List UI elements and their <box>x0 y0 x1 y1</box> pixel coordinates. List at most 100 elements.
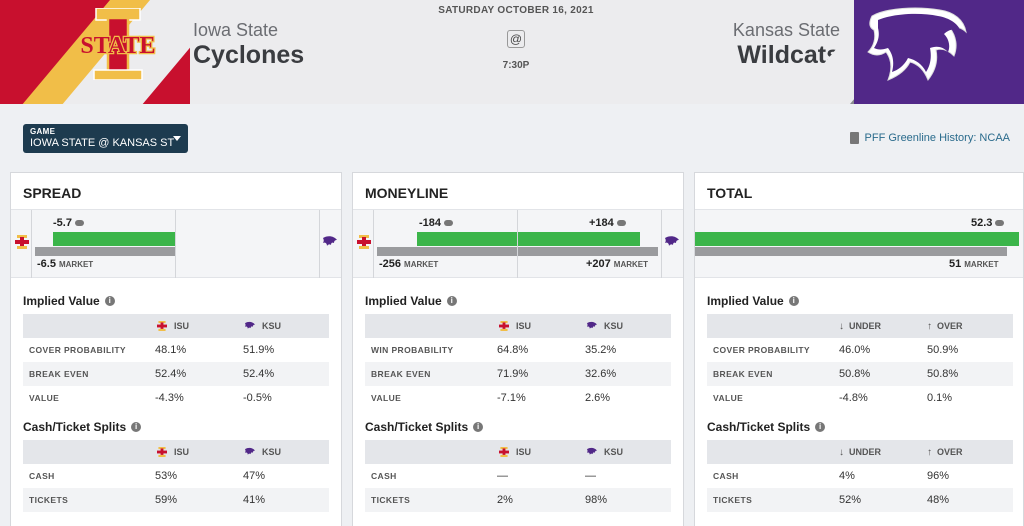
row-label: WIN PROBABILITY <box>371 345 454 355</box>
row-label: BREAK EVEN <box>365 362 493 386</box>
cell-value: 2.6% <box>585 392 611 404</box>
col-header-label: KSU <box>262 446 282 457</box>
table-row: BREAK EVEN 71.9% 32.6% <box>365 362 671 386</box>
market-value-text: +207 <box>586 258 611 270</box>
implied-value-title: Implied Value <box>707 294 784 308</box>
cell-value: 4% <box>839 470 855 482</box>
row-label: VALUE <box>713 393 744 403</box>
row-label: BREAK EVEN <box>23 362 151 386</box>
cell-value: -4.3% <box>155 392 184 404</box>
away-team-name: Cyclones <box>193 41 305 69</box>
isu-mini-icon <box>357 235 371 249</box>
col-header-label: OVER <box>937 320 963 331</box>
splits-title: Cash/Ticket Splits <box>23 420 127 434</box>
market-value-text: 51 <box>949 258 962 270</box>
col-header-ksu: KSU <box>581 314 671 338</box>
row-label: CASH <box>29 471 55 481</box>
col-header-label: ISU <box>174 320 190 331</box>
cell-value: 53% <box>155 470 178 482</box>
logo-lettering: STATE <box>80 33 155 59</box>
game-select-dropdown[interactable]: GAME IOWA STATE @ KANSAS ST <box>23 124 188 153</box>
market-label: MARKET <box>58 260 94 269</box>
table-row: COVER PROBABILITY 46.0% 50.9% <box>707 338 1013 362</box>
spread-panel: SPREAD -5.7 -6.5 MARKET Implied Value i IS… <box>10 172 342 526</box>
implied-value-table: ISU KSU WIN PROBABILITY 64.8% 35.2% BREAK … <box>365 314 671 410</box>
isu-mini-icon <box>157 447 167 458</box>
greenline-history-link[interactable]: PFF Greenline History: NCAA <box>849 132 1010 144</box>
cell-value: 47% <box>243 470 266 482</box>
info-icon[interactable]: i <box>473 422 484 432</box>
panel-title: MONEYLINE <box>353 173 683 210</box>
market-value: 51 MARKET <box>949 258 998 270</box>
table-header-row: ISU KSU <box>23 314 329 338</box>
table-header-blank <box>23 440 151 464</box>
col-header-label: KSU <box>262 320 282 331</box>
football-icon <box>74 220 84 227</box>
football-icon <box>995 220 1005 227</box>
isu-mini-icon <box>499 447 509 458</box>
market-label: MARKET <box>964 260 999 269</box>
cell-value: 98% <box>581 488 671 512</box>
away-team: Iowa State Cyclones <box>193 20 304 70</box>
col-header-ksu: KSU <box>581 440 671 464</box>
table-row: VALUE -4.8% 0.1% <box>707 386 1013 410</box>
isu-mini-icon <box>15 235 29 249</box>
greenline-bar-away <box>417 232 517 246</box>
table-row: BREAK EVEN 50.8% 50.8% <box>707 362 1013 386</box>
col-header-label: OVER <box>937 446 963 457</box>
chart-axis-line <box>31 210 32 278</box>
chart-axis-line <box>373 210 374 278</box>
market-bar-home <box>518 247 658 256</box>
market-value-text: -256 <box>379 258 402 270</box>
arrow-down-icon: ↓ <box>839 446 844 458</box>
cell-value: 48% <box>923 488 1013 512</box>
panel-title: SPREAD <box>11 173 341 210</box>
market-value-home: +207 MARKET <box>586 258 648 270</box>
market-bar <box>695 247 1007 256</box>
greenline-value-home: +184 <box>589 217 626 229</box>
isu-mini-icon <box>157 321 167 332</box>
game-date: SATURDAY OCTOBER 16, 2021 <box>438 5 594 16</box>
implied-value-heading: Implied Value i <box>353 278 683 314</box>
info-icon[interactable]: i <box>104 296 115 306</box>
col-header-label: ISU <box>516 446 532 457</box>
football-icon <box>444 220 454 227</box>
col-header-ksu: KSU <box>239 314 329 338</box>
greenline-bar-home <box>518 232 640 246</box>
greenline-value-text: -184 <box>419 217 442 229</box>
table-row: VALUE -7.1% 2.6% <box>365 386 671 410</box>
moneyline-chart: -184 -256 MARKET +184 +207 MARKET <box>353 210 683 278</box>
info-icon[interactable]: i <box>788 296 799 306</box>
splits-title: Cash/Ticket Splits <box>707 420 811 434</box>
implied-value-heading: Implied Value i <box>695 278 1023 314</box>
col-header-under: ↓ UNDER <box>835 314 923 338</box>
ksu-mini-icon <box>587 322 597 330</box>
cell-value: -7.1% <box>497 392 526 404</box>
info-icon[interactable]: i <box>815 422 826 432</box>
arrow-down-icon: ↓ <box>839 320 844 332</box>
table-header-blank <box>365 440 493 464</box>
table-header-row: ISU KSU <box>23 440 329 464</box>
chart-center-line <box>517 210 518 278</box>
col-header-over: ↑ OVER <box>923 314 1013 338</box>
cell-value: 46.0% <box>839 344 871 356</box>
implied-value-table: ↓ UNDER ↑ OVER COVER PROBABILITY 46.0% 50.9%… <box>707 314 1013 410</box>
table-row: CASH 53% 47% <box>23 464 329 488</box>
cell-value: 35.2% <box>585 344 617 356</box>
info-icon[interactable]: i <box>446 296 457 306</box>
market-value-away: -256 MARKET <box>379 258 438 270</box>
col-header-isu: ISU <box>151 440 239 464</box>
cell-value: 50.8% <box>923 362 1013 386</box>
implied-value-title: Implied Value <box>365 294 442 308</box>
col-header-label: ISU <box>516 320 532 331</box>
col-header-label: KSU <box>604 446 624 457</box>
total-panel: TOTAL 52.3 51 MARKET Implied Value i ↓ UNDE… <box>694 172 1024 526</box>
info-icon[interactable]: i <box>131 422 142 432</box>
cell-value: 41% <box>239 488 329 512</box>
splits-table: ISU KSU CASH — — TICKETS 2% 98% <box>365 440 671 512</box>
chart-center-line <box>175 210 176 278</box>
row-label: CASH <box>713 471 739 481</box>
at-symbol: @ <box>507 30 525 48</box>
table-header-blank <box>23 314 151 338</box>
table-header-blank <box>707 440 835 464</box>
